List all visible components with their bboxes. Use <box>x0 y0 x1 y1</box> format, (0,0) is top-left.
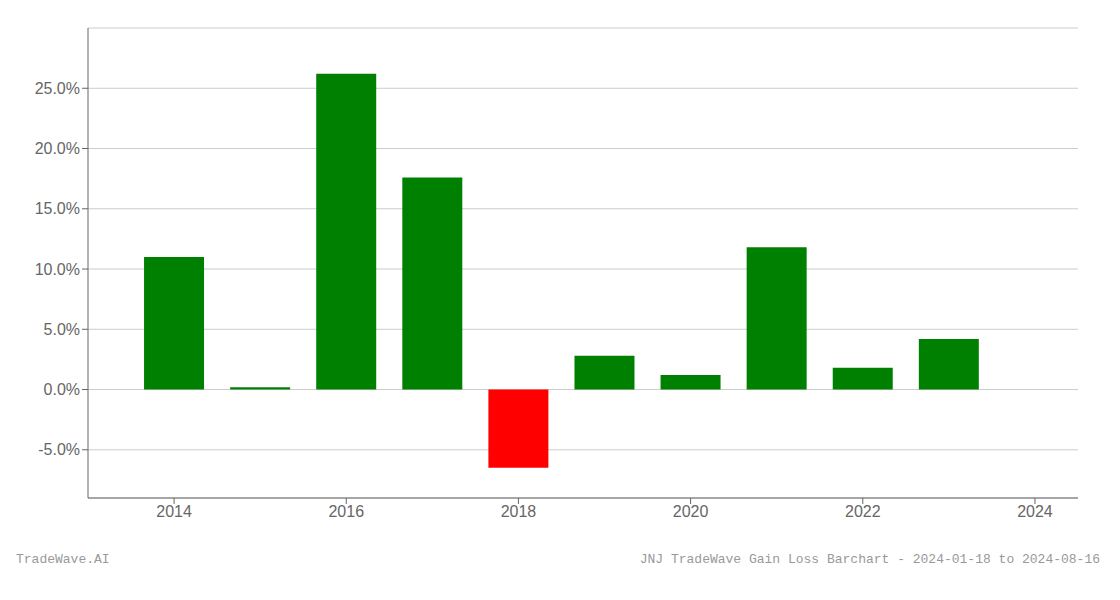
html-text:JNJ TradeWave Gain Loss Barcha: JNJ TradeWave Gain Loss Barchart - 2024-… <box>639 552 1100 567</box>
svg-text:10.0%: 10.0% <box>35 261 80 278</box>
svg-text:2024: 2024 <box>1017 503 1053 520</box>
svg-text:0.0%: 0.0% <box>44 381 80 398</box>
svg-text:25.0%: 25.0% <box>35 80 80 97</box>
svg-text:2020: 2020 <box>673 503 709 520</box>
svg-text:20.0%: 20.0% <box>35 140 80 157</box>
svg-text:15.0%: 15.0% <box>35 200 80 217</box>
svg-text:2016: 2016 <box>328 503 364 520</box>
svg-text:2018: 2018 <box>501 503 537 520</box>
svg-text:2022: 2022 <box>845 503 881 520</box>
svg-text:5.0%: 5.0% <box>44 321 80 338</box>
svg-text:2014: 2014 <box>156 503 192 520</box>
svg-text:-5.0%: -5.0% <box>38 441 80 458</box>
html-text:TradeWave.AI: TradeWave.AI <box>16 552 110 567</box>
